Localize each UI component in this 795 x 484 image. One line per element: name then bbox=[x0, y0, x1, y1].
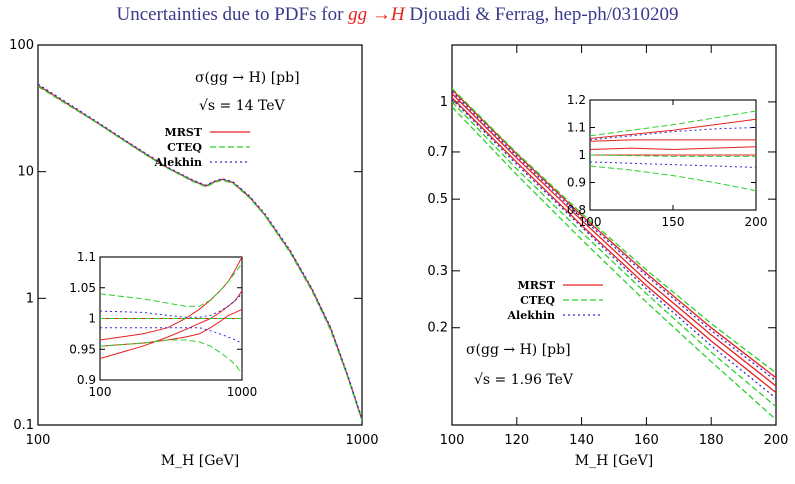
right-chart: 100 120 140 160 180 200 0.2 0.3 0.5 0.7 1 M_H [GeV]… bbox=[427, 44, 789, 469]
left-chart-inset-xtick-label: 100 bbox=[89, 385, 112, 399]
left-chart-inset-xtick-label: 1000 bbox=[227, 385, 258, 399]
left-chart-ytick-label: 100 bbox=[9, 38, 34, 53]
left-chart-xlabel: M_H [GeV] bbox=[161, 453, 240, 469]
left-chart-inset-series-cteq bbox=[100, 262, 242, 307]
right-chart-xtick-label: 120 bbox=[504, 433, 529, 448]
title-process: gg →H bbox=[348, 4, 405, 25]
right-chart-inset-ytick-label: 1.1 bbox=[567, 121, 586, 135]
right-chart-inset-ytick-label: 1.2 bbox=[567, 93, 586, 107]
right-chart-series-mrst bbox=[452, 97, 776, 394]
right-chart-inset-ytick-label: 0.8 bbox=[567, 203, 586, 217]
right-chart-ytick-label: 0.7 bbox=[427, 145, 448, 160]
right-chart-frame bbox=[451, 44, 777, 426]
left-chart-inset-ytick-label: 1.1 bbox=[77, 250, 96, 264]
right-chart-inset-ytick-label: 1 bbox=[578, 148, 586, 162]
right-chart-series-mrst bbox=[452, 93, 776, 387]
right-chart-series-mrst bbox=[452, 89, 776, 379]
left-chart-frame bbox=[37, 44, 363, 426]
right-chart-series-alekhin bbox=[452, 98, 776, 399]
left-chart-chart-title: σ(gg → H) [pb] bbox=[195, 70, 300, 86]
left-chart-inset-ytick-label: 1.05 bbox=[69, 281, 96, 295]
title-prefix: Uncertainties due to PDFs for bbox=[116, 4, 349, 25]
left-chart-series-alekhin bbox=[38, 83, 362, 420]
right-chart-series-alekhin bbox=[452, 91, 776, 382]
right-chart-inset-xtick-label: 100 bbox=[579, 215, 602, 229]
right-chart-ytick-label: 0.2 bbox=[427, 321, 448, 336]
right-chart-inset-series-cteq bbox=[590, 154, 756, 157]
right-chart-inset-series-mrst bbox=[590, 118, 756, 139]
right-chart-inset: 100 150 200 0.8 0.9 1 1.1 1.2 bbox=[567, 93, 768, 229]
right-chart-inset-series-mrst bbox=[590, 139, 756, 142]
right-chart-xtick-label: 180 bbox=[699, 433, 724, 448]
left-chart-inset-ytick-label: 0.9 bbox=[77, 373, 96, 387]
right-chart-xtick-label: 200 bbox=[764, 433, 789, 448]
right-chart-xlabel: M_H [GeV] bbox=[575, 453, 654, 469]
right-chart-xtick-label: 160 bbox=[634, 433, 659, 448]
right-chart-ytick-label: 0.3 bbox=[427, 264, 448, 279]
left-chart-inset-series-mrst bbox=[100, 257, 242, 341]
page-title: Uncertainties due to PDFs for gg →H Djou… bbox=[0, 4, 795, 26]
right-chart-legend-label-mrst: MRST bbox=[518, 279, 556, 292]
left-chart-legend-label-cteq: CTEQ bbox=[167, 141, 202, 154]
right-chart-inset-xtick-label: 200 bbox=[745, 215, 768, 229]
right-chart-xtick-label: 140 bbox=[569, 433, 594, 448]
left-chart-chart-subtitle: √s = 14 TeV bbox=[199, 98, 286, 114]
right-chart-chart-title: σ(gg → H) [pb] bbox=[466, 342, 571, 358]
right-chart-inset-series-cteq bbox=[590, 110, 756, 137]
right-chart-series-cteq bbox=[452, 106, 776, 420]
right-chart-chart-subtitle: √s = 1.96 TeV bbox=[474, 372, 574, 388]
left-chart-legend-label-mrst: MRST bbox=[165, 126, 203, 139]
left-chart-xtick-label: 1000 bbox=[345, 433, 378, 448]
left-chart-inset-ytick-label: 0.95 bbox=[69, 342, 96, 356]
left-chart-series-cteq bbox=[38, 85, 362, 422]
left-chart-inset: 100 1000 0.9 0.95 1 1.05 1.1 bbox=[69, 250, 257, 399]
left-chart-ytick-label: 1 bbox=[26, 291, 34, 306]
right-chart-ytick-label: 0.5 bbox=[427, 192, 448, 207]
right-chart-series-cteq bbox=[452, 101, 776, 408]
right-chart-series-cteq bbox=[452, 88, 776, 374]
left-chart-inset-series-alekhin bbox=[100, 327, 242, 344]
left-chart-inset-series-cteq bbox=[100, 339, 242, 375]
left-chart: 100 1000 0.1 1 10 100 M_H [GeV] σ(gg → H) [pb] √… bbox=[9, 38, 378, 469]
title-suffix: Djouadi & Ferrag, hep-ph/0310209 bbox=[404, 4, 679, 25]
right-chart-inset-series-mrst bbox=[590, 146, 756, 151]
right-chart-xtick-label: 100 bbox=[440, 433, 465, 448]
left-chart-inset-ytick-label: 1 bbox=[88, 312, 96, 326]
left-chart-inset-series-alekhin bbox=[100, 293, 242, 318]
right-chart-legend-label-alekhin: Alekhin bbox=[506, 309, 555, 322]
right-chart-inset-series-cteq bbox=[590, 165, 756, 192]
left-chart-ytick-label: 10 bbox=[17, 165, 34, 180]
left-chart-xtick-label: 100 bbox=[26, 433, 51, 448]
left-chart-ytick-label: 0.1 bbox=[13, 418, 34, 433]
left-chart-legend-label-alekhin: Alekhin bbox=[153, 156, 202, 169]
right-chart-legend-label-cteq: CTEQ bbox=[520, 294, 555, 307]
right-chart-ytick-label: 1 bbox=[440, 95, 448, 110]
right-chart-inset-ytick-label: 0.9 bbox=[567, 176, 586, 190]
right-chart-inset-xtick-label: 150 bbox=[662, 215, 685, 229]
